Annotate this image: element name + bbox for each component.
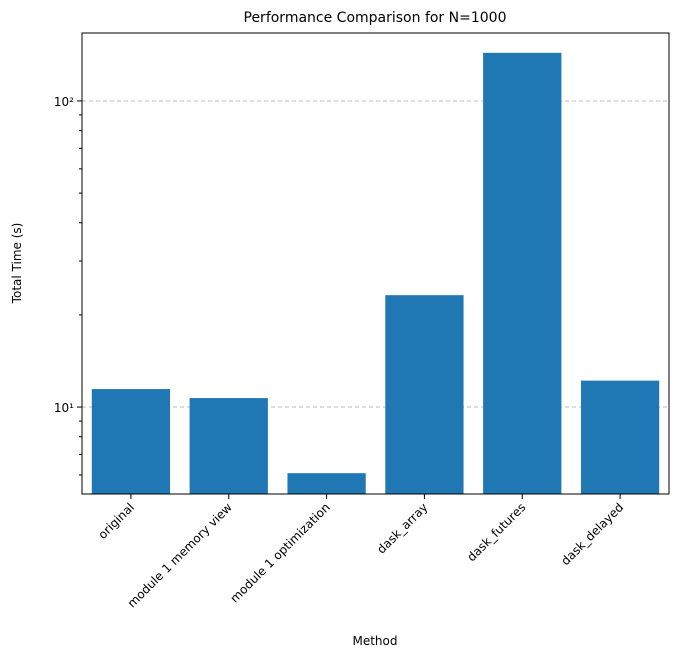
bar xyxy=(385,295,464,494)
chart-title: Performance Comparison for N=1000 xyxy=(244,10,507,26)
bar xyxy=(580,380,660,494)
bar xyxy=(287,473,366,494)
x-tick-label: original xyxy=(95,500,137,542)
x-tick-label: dask_futures xyxy=(464,500,528,564)
x-tick-label: module 1 memory view xyxy=(125,500,235,610)
x-tick-label: module 1 optimization xyxy=(227,500,332,605)
y-axis-label: Total Time (s) xyxy=(10,223,24,305)
bar xyxy=(91,389,171,494)
x-tick-label: dask_array xyxy=(374,500,430,556)
y-tick-label: 10¹ xyxy=(54,401,74,415)
plot-frame xyxy=(81,32,670,495)
x-axis-label: Method xyxy=(352,634,397,648)
y-tick-label: 10² xyxy=(54,95,74,109)
x-tick-label: dask_delayed xyxy=(558,500,626,568)
bar xyxy=(189,398,268,494)
bar xyxy=(483,52,562,494)
